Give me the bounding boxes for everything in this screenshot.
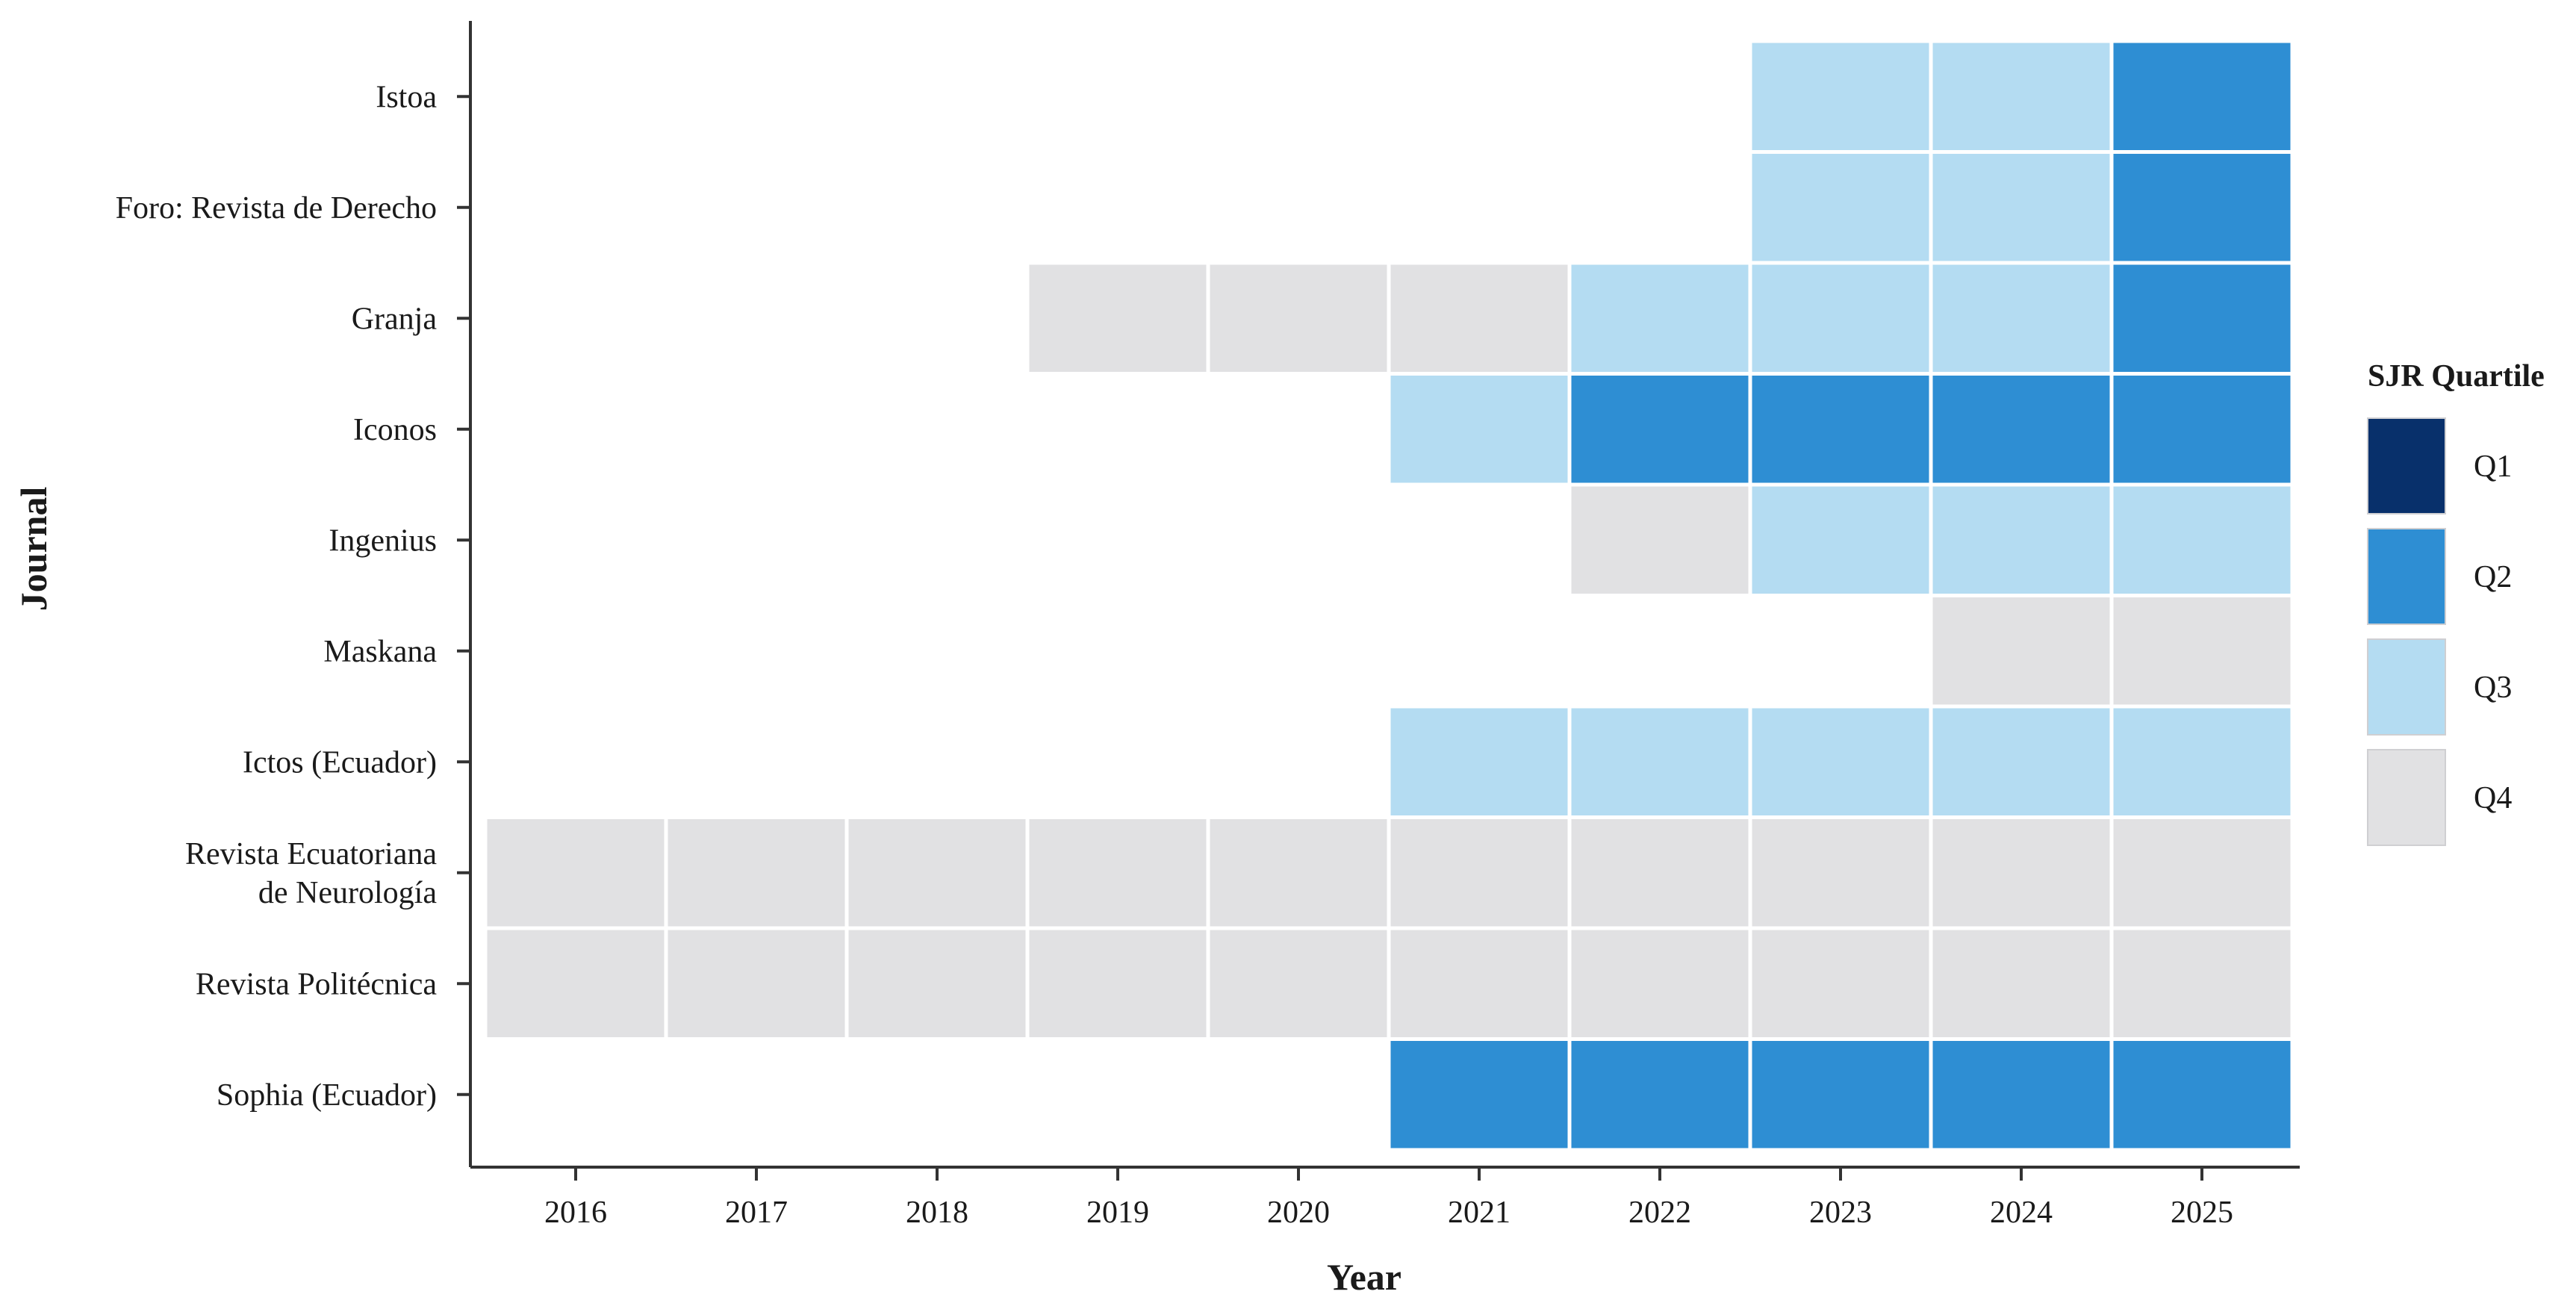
heatmap-cell: Revista Politécnica 2023: Q4: [1748, 926, 1933, 1041]
heatmap-cell: Revista Politécnica 2017: Q4: [664, 926, 849, 1041]
heatmap-cell: Granja 2020: Q4: [1206, 261, 1391, 376]
heatmap-cell: Istoa 2025: Q2: [2109, 39, 2295, 154]
legend-label: Q4: [2474, 781, 2512, 815]
heatmap-cell: Revista Politécnica 2021: Q4: [1387, 926, 1572, 1041]
heatmap-cell: Maskana 2024: Q4: [1929, 594, 2114, 709]
heatmap-cell: Sophia (Ecuador) 2022: Q2: [1567, 1037, 1752, 1152]
heatmap-cell: Maskana 2025: Q4: [2109, 594, 2295, 709]
heatmap-cell: Iconos 2023: Q2: [1748, 372, 1933, 487]
heatmap-cell: Revista Politécnica 2020: Q4: [1206, 926, 1391, 1041]
heatmap-cell: Foro: Revista de Derecho 2023: Q3: [1748, 150, 1933, 265]
y-tick-label: Ingenius: [329, 523, 437, 558]
x-tick-label: 2021: [1448, 1196, 1511, 1230]
heatmap-cell: Ictos (Ecuador) 2021: Q3: [1387, 704, 1572, 819]
x-tick-label: 2025: [2171, 1196, 2233, 1230]
x-tick-label: 2020: [1267, 1196, 1330, 1230]
heatmap-cell: Ictos (Ecuador) 2025: Q3: [2109, 704, 2295, 819]
legend-swatch: [2367, 417, 2446, 514]
y-tick-label: Iconos: [353, 413, 437, 447]
x-tick-label: 2022: [1628, 1196, 1691, 1230]
y-tick-label: Sophia (Ecuador): [217, 1078, 437, 1113]
y-axis-title: Journal: [13, 487, 55, 612]
heatmap-cell: Revista Ecuatoriana de Neurología 2017: …: [664, 815, 849, 930]
legend-label: Q3: [2474, 671, 2512, 705]
x-tick-label: 2023: [1809, 1196, 1872, 1230]
heatmap-cell: Revista Ecuatoriana de Neurología 2019: …: [1025, 815, 1210, 930]
heatmap-cell: Iconos 2024: Q2: [1929, 372, 2114, 487]
heatmap-cell: Ictos (Ecuador) 2023: Q3: [1748, 704, 1933, 819]
y-tick-label: Maskana: [323, 635, 437, 669]
heatmap-cell: Iconos 2021: Q3: [1387, 372, 1572, 487]
heatmap-cell: Revista Ecuatoriana de Neurología 2020: …: [1206, 815, 1391, 930]
heatmap-cell: Revista Politécnica 2024: Q4: [1929, 926, 2114, 1041]
heatmap-cell: Revista Politécnica 2018: Q4: [844, 926, 1030, 1041]
x-axis-title: Year: [1327, 1256, 1401, 1298]
heatmap-cells: Istoa 2023: Q3Istoa 2024: Q3Istoa 2025: …: [483, 39, 2295, 1152]
heatmap-cell: Ingenius 2024: Q3: [1929, 482, 2114, 597]
heatmap-cell: Ingenius 2022: Q4: [1567, 482, 1752, 597]
heatmap-cell: Granja 2022: Q3: [1567, 261, 1752, 376]
heatmap-cell: Revista Ecuatoriana de Neurología 2024: …: [1929, 815, 2114, 930]
x-tick-label: 2019: [1086, 1196, 1149, 1230]
legend-swatch: [2367, 638, 2446, 736]
heatmap-cell: Iconos 2022: Q2: [1567, 372, 1752, 487]
y-tick-label: Ictos (Ecuador): [243, 745, 437, 780]
heatmap-cell: Revista Ecuatoriana de Neurología 2023: …: [1748, 815, 1933, 930]
heatmap-cell: Revista Ecuatoriana de Neurología 2021: …: [1387, 815, 1572, 930]
heatmap-cell: Revista Ecuatoriana de Neurología 2025: …: [2109, 815, 2295, 930]
heatmap-cell: Revista Politécnica 2016: Q4: [483, 926, 668, 1041]
legend: SJR Quartile Q1 Q2 Q3 Q4: [2367, 359, 2545, 846]
x-tick-label: 2018: [906, 1196, 968, 1230]
heatmap-cell: Istoa 2023: Q3: [1748, 39, 1933, 154]
heatmap-cell: Ictos (Ecuador) 2022: Q3: [1567, 704, 1752, 819]
legend-label: Q1: [2474, 450, 2512, 484]
x-tick-label: 2016: [544, 1196, 607, 1230]
heatmap-cell: Granja 2023: Q3: [1748, 261, 1933, 376]
heatmap-cell: Revista Politécnica 2022: Q4: [1567, 926, 1752, 1041]
y-tick-label: Revista Politécnica: [196, 967, 437, 1001]
heatmap-cell: Revista Politécnica 2019: Q4: [1025, 926, 1210, 1041]
heatmap-cell: Sophia (Ecuador) 2025: Q2: [2109, 1037, 2295, 1152]
axes: [469, 21, 2300, 1169]
heatmap-cell: Ingenius 2023: Q3: [1748, 482, 1933, 597]
legend-swatch: [2367, 528, 2446, 625]
legend-items: Q1 Q2 Q3 Q4: [2367, 417, 2512, 846]
heatmap-cell: Ingenius 2025: Q3: [2109, 482, 2295, 597]
heatmap-cell: Foro: Revista de Derecho 2024: Q3: [1929, 150, 2114, 265]
heatmap-cell: Revista Politécnica 2025: Q4: [2109, 926, 2295, 1041]
y-axis-ticks: Istoa Foro: Revista de Derecho Granja Icono…: [116, 80, 470, 1113]
heatmap-cell: Foro: Revista de Derecho 2025: Q2: [2109, 150, 2295, 265]
x-tick-label: 2024: [1990, 1196, 2053, 1230]
heatmap-cell: Istoa 2024: Q3: [1929, 39, 2114, 154]
heatmap-cell: Granja 2024: Q3: [1929, 261, 2114, 376]
heatmap-cell: Iconos 2025: Q2: [2109, 372, 2295, 487]
y-tick-label: Granja: [352, 302, 438, 336]
legend-title: SJR Quartile: [2368, 359, 2545, 394]
heatmap-cell: Revista Ecuatoriana de Neurología 2022: …: [1567, 815, 1752, 930]
legend-swatch: [2367, 749, 2446, 846]
x-axis-ticks: 2016 2017 2018 2019 2020 2021 2022 2023 2024 2025: [544, 1167, 2233, 1230]
y-tick-label: Foro: Revista de Derecho: [116, 191, 437, 226]
heatmap-cell: Ictos (Ecuador) 2024: Q3: [1929, 704, 2114, 819]
heatmap-cell: Sophia (Ecuador) 2023: Q2: [1748, 1037, 1933, 1152]
heatmap-cell: Revista Ecuatoriana de Neurología 2018: …: [844, 815, 1030, 930]
legend-label: Q2: [2474, 560, 2512, 594]
heatmap-cell: Granja 2025: Q2: [2109, 261, 2295, 376]
y-tick-label: Istoa: [376, 80, 437, 114]
heatmap-cell: Granja 2019: Q4: [1025, 261, 1210, 376]
heatmap-cell: Sophia (Ecuador) 2021: Q2: [1387, 1037, 1572, 1152]
y-tick-label: Revista Ecuatoriana de Neurología: [185, 837, 437, 910]
heatmap-cell: Sophia (Ecuador) 2024: Q2: [1929, 1037, 2114, 1152]
heatmap-cell: Revista Ecuatoriana de Neurología 2016: …: [483, 815, 668, 930]
x-tick-label: 2017: [725, 1196, 788, 1230]
heatmap-cell: Granja 2021: Q4: [1387, 261, 1572, 376]
